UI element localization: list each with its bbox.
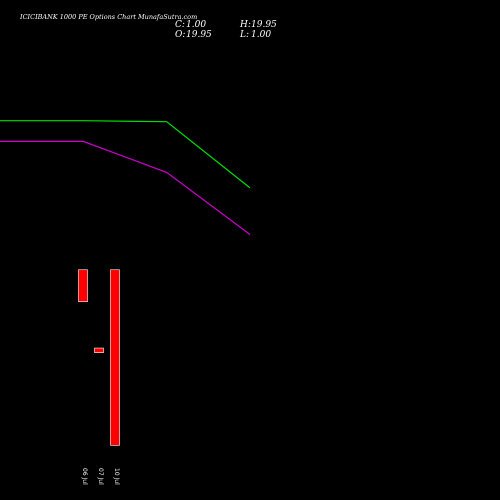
low-value: 1.00	[251, 30, 271, 40]
chart-header: ICICIBANK 1000 PE Options Chart MunafaSu…	[19, 13, 277, 40]
chart-title: ICICIBANK 1000 PE Options Chart MunafaSu…	[19, 13, 197, 21]
x-axis-labels: 06 Jul 07 Jul 10 Jul	[81, 468, 120, 485]
candle-body-1	[78, 269, 88, 303]
open-label: O:	[175, 30, 185, 40]
candlesticks	[78, 269, 120, 446]
close-label: C:	[175, 20, 185, 30]
x-tick-label-2: 07 Jul	[97, 468, 104, 485]
close-value: 1.00	[186, 20, 206, 30]
candle-body-3	[110, 269, 120, 446]
x-tick-label-1: 06 Jul	[81, 468, 88, 485]
high-label: H:	[239, 20, 251, 30]
open-value: 19.95	[186, 30, 212, 40]
candle-body-2	[94, 347, 104, 353]
moving-average-lines	[0, 120, 251, 235]
high-value: 19.95	[251, 20, 277, 30]
low-label: L:	[239, 30, 249, 40]
series-line-2	[0, 140, 251, 235]
x-tick-label-3: 10 Jul	[113, 468, 120, 485]
series-line-1	[0, 120, 251, 189]
